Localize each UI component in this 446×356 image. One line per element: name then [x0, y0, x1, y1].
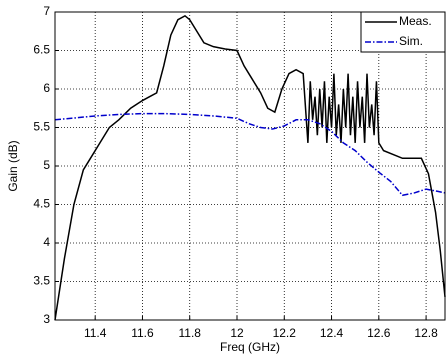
- y-tick-label: 5: [43, 158, 50, 172]
- plot-frame: [54, 11, 446, 321]
- data-line: [54, 14, 446, 321]
- y-tick-label: 6.5: [33, 43, 50, 57]
- y-tick-label: 5.5: [33, 120, 50, 134]
- x-tick-label: 12.8: [414, 326, 438, 340]
- y-tick-label: 6: [43, 81, 50, 95]
- y-tick-label: 7: [43, 4, 50, 18]
- legend-label: Meas.: [399, 14, 432, 28]
- y-tick-label: 3: [43, 312, 50, 326]
- x-tick-label: 12.6: [367, 326, 391, 340]
- x-tick-label: 12.2: [273, 326, 297, 340]
- y-tick-label: 4: [43, 235, 50, 249]
- x-tick-label: 11.4: [84, 326, 107, 340]
- data-line: [54, 112, 446, 197]
- x-axis-label: Freq (GHz): [220, 340, 280, 354]
- legend-label: Sim.: [399, 34, 423, 48]
- legend-box: [360, 11, 446, 53]
- x-tick-label: 12.4: [320, 326, 344, 340]
- y-axis-label: Gain (dB): [6, 140, 20, 191]
- x-tick-label: 12: [230, 326, 244, 340]
- x-tick-label: 11.6: [131, 326, 154, 340]
- x-tick-label: 11.8: [178, 326, 201, 340]
- y-tick-label: 4.5: [33, 197, 50, 211]
- y-tick-label: 3.5: [33, 274, 50, 288]
